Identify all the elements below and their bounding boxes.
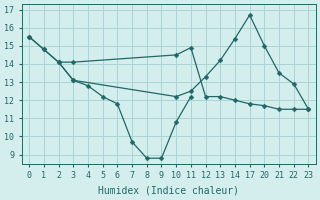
X-axis label: Humidex (Indice chaleur): Humidex (Indice chaleur): [98, 186, 239, 196]
